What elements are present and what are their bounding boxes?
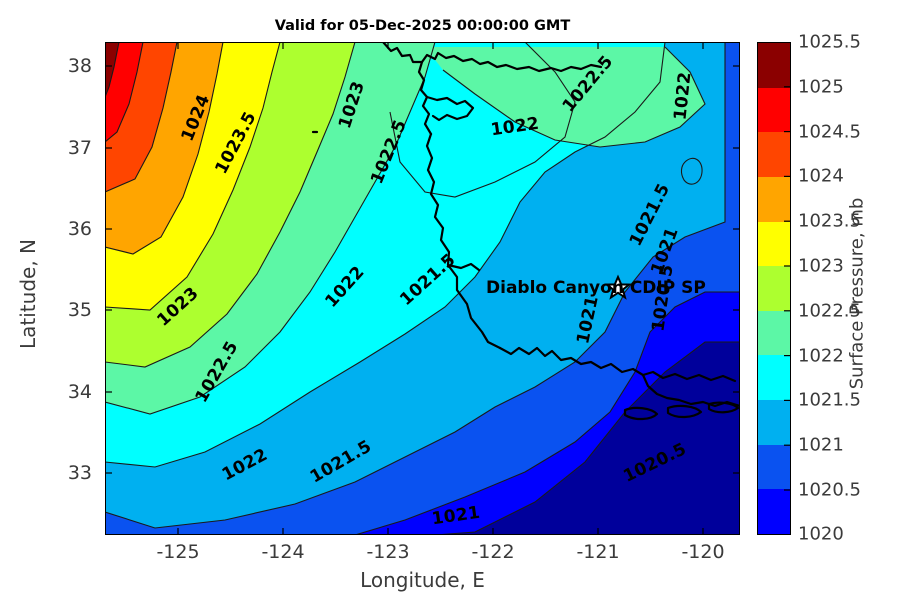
colorbar-tick-label: 1020.5 [798, 479, 861, 501]
colorbar-axis-label: Surface Pressure, mb [846, 197, 868, 390]
station-marker [604, 274, 632, 300]
y-axis-label: Latitude, N [16, 239, 40, 349]
colorbar-tick-label: 1022.5 [798, 300, 861, 322]
x-tick-label: -120 [681, 541, 725, 563]
station-label: Diablo Canyon CDIP SP [486, 278, 706, 298]
colorbar-band [758, 221, 790, 267]
colorbar-tick-label: 1024 [798, 165, 844, 187]
x-tick-label: -125 [156, 541, 200, 563]
colorbar-tick-label: 1022 [798, 345, 844, 367]
colorbar-tick-label: 1023 [798, 255, 844, 277]
colorbar-band [758, 400, 790, 445]
y-tick-label: 35 [67, 299, 92, 321]
y-tick-label: 38 [67, 55, 92, 77]
colorbar-band [758, 176, 790, 222]
colorbar-tick-label: 1021.5 [798, 389, 861, 411]
colorbar-tick-label: 1020 [798, 523, 844, 545]
x-tick-label: -121 [576, 541, 620, 563]
contour-map-svg [105, 42, 740, 535]
x-axis-label: Longitude, E [360, 568, 485, 592]
colorbar-band [758, 489, 790, 535]
page-title: Valid for 05-Dec-2025 00:00:00 GMT [274, 18, 571, 34]
y-tick-label: 37 [67, 137, 92, 159]
x-tick-label: -122 [471, 541, 515, 563]
x-tick-label: -124 [261, 541, 305, 563]
colorbar-tick-label: 1024.5 [798, 121, 861, 143]
colorbar-band [758, 132, 790, 177]
colorbar-band [758, 310, 790, 356]
colorbar-band [758, 43, 790, 88]
colorbar-tick-label: 1025.5 [798, 31, 861, 53]
colorbar[interactable] [757, 42, 791, 535]
colorbar-tick-label: 1025 [798, 76, 844, 98]
colorbar-tick-label: 1023.5 [798, 210, 861, 232]
x-tick-label: -123 [366, 541, 410, 563]
colorbar-band [758, 444, 790, 490]
colorbar-band [758, 87, 790, 133]
y-tick-label: 33 [67, 462, 92, 484]
y-tick-label: 34 [67, 381, 92, 403]
colorbar-tick-label: 1021 [798, 434, 844, 456]
y-tick-label: 36 [67, 218, 92, 240]
contour-plot-area: 1024 1023.5 1023 1022.5 1022.5 1022 1022… [105, 42, 740, 535]
colorbar-band [758, 266, 790, 311]
colorbar-band [758, 355, 790, 401]
